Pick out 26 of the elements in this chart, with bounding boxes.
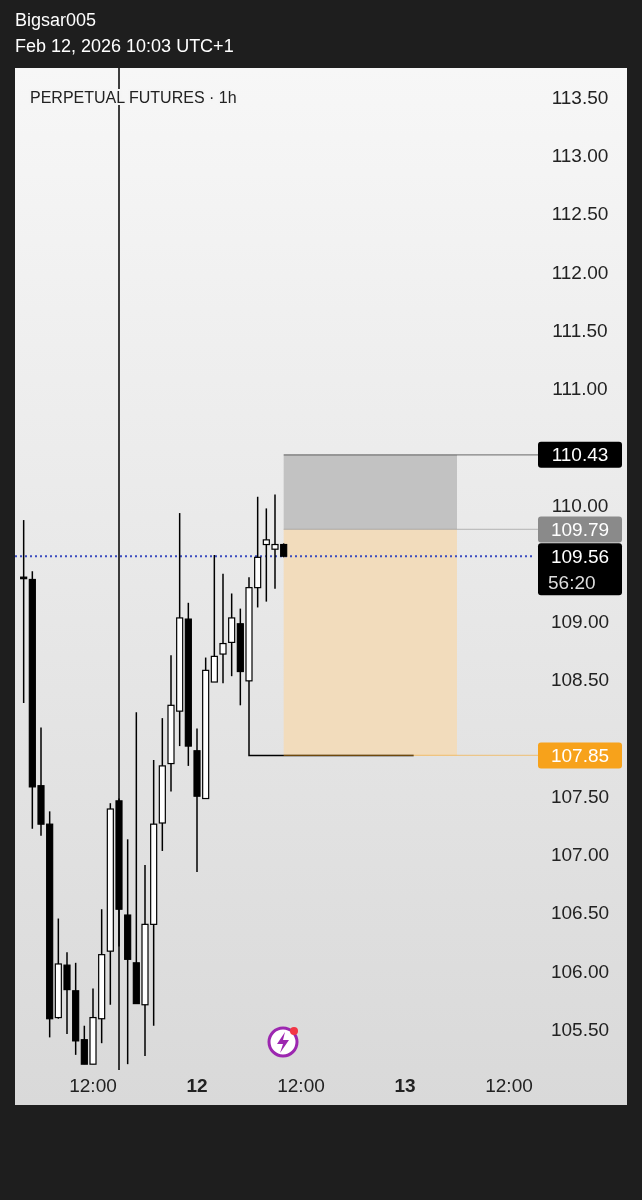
y-tick-label: 113.50 <box>551 86 609 108</box>
y-tick-label: 113.00 <box>551 145 609 167</box>
y-tick-label: 111.50 <box>552 319 608 341</box>
y-tick-label: 111.00 <box>552 378 608 400</box>
ref-line-label: 109.56 <box>550 545 610 567</box>
y-tick-label: 112.00 <box>551 261 609 283</box>
y-tick-label: 110.00 <box>551 494 609 516</box>
x-tick-label: 13 <box>394 1075 416 1096</box>
text: 56:20 <box>548 571 596 593</box>
y-tick-label: 112.50 <box>551 203 609 225</box>
y-tick-label: 107.50 <box>550 785 610 807</box>
y-tick-label: 106.50 <box>550 902 610 924</box>
ref-line-label: 107.85 <box>550 745 610 767</box>
y-tick-label: 107.00 <box>550 844 610 866</box>
x-tick-label: 12 <box>186 1075 208 1096</box>
x-tick-label: 12:00 <box>485 1075 533 1096</box>
y-tick-label: 105.50 <box>550 1018 610 1040</box>
x-tick-label: 12:00 <box>277 1075 325 1096</box>
y-tick-label: 109.00 <box>550 611 610 633</box>
text: Feb 12, 2026 10:03 UTC+1 <box>15 36 234 56</box>
y-tick-label: 108.50 <box>550 669 610 691</box>
x-tick-label: 12:00 <box>69 1075 117 1096</box>
ref-line-label: 109.79 <box>550 519 610 541</box>
ref-line-label: 110.43 <box>551 444 609 466</box>
y-tick-label: 106.00 <box>550 960 610 982</box>
text: Bigsar005 <box>15 10 97 30</box>
